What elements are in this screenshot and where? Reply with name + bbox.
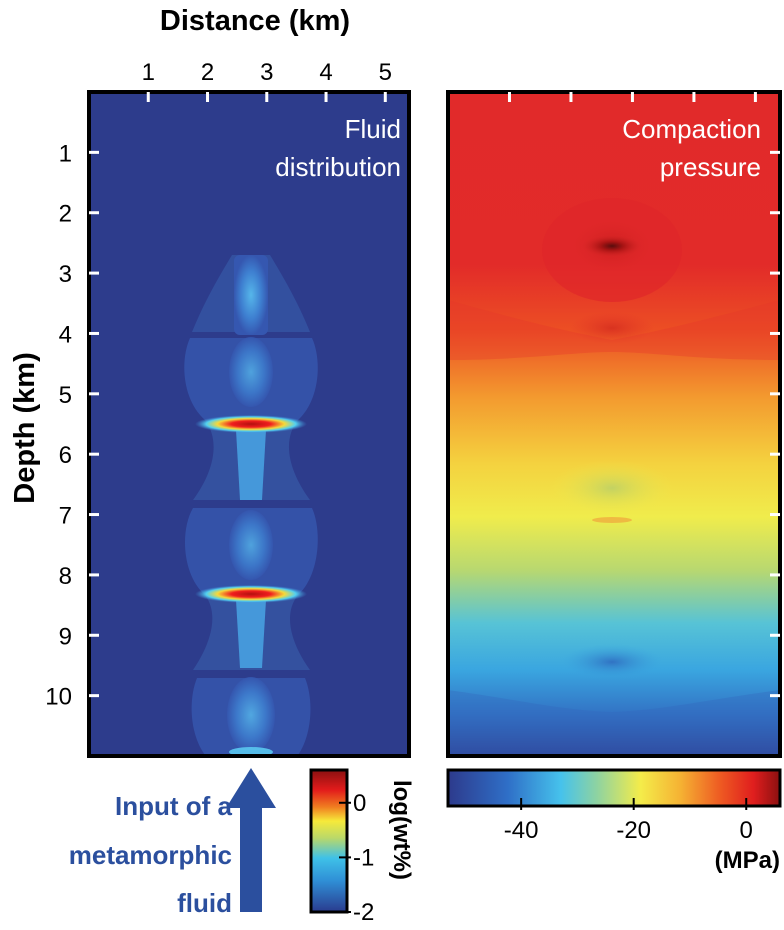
fluid-colorbar-bar xyxy=(309,768,349,914)
x-tick-label: 4 xyxy=(319,59,332,86)
annotation-line-2: metamorphic xyxy=(69,840,232,870)
pressure-panel-frame xyxy=(446,90,782,758)
pressure-panel: Compaction pressure xyxy=(446,90,782,758)
pressure-panel-label-1: Compaction xyxy=(622,114,761,144)
x-tick-label: 2 xyxy=(201,59,214,86)
fluid-panel-label-2: distribution xyxy=(275,152,401,182)
fluid-panel: 1 2 3 4 5 1 2 3 4 5 6 7 8 9 10 Fluid distribution xyxy=(45,59,411,758)
fluid-colorbar-ticks: 0 -1 -2 xyxy=(339,790,374,926)
fluid-panel-frame xyxy=(87,90,411,758)
pressure-colorbar-bar xyxy=(446,768,782,808)
x-tick-label: 3 xyxy=(260,59,273,86)
x-ticks: 1 2 3 4 5 xyxy=(142,59,392,102)
annotation-line-1: Input of a xyxy=(115,791,233,821)
fluid-colorbar-label: log(wt%) xyxy=(388,780,415,880)
pressure-colorbar-tick-label: -20 xyxy=(616,817,651,844)
y-tick-label: 10 xyxy=(45,684,72,711)
annotation-line-3: fluid xyxy=(177,888,232,918)
fluid-field xyxy=(184,255,318,756)
y-tick-label: 1 xyxy=(59,140,72,167)
y-tick-label: 4 xyxy=(59,321,72,348)
y-tick-label: 7 xyxy=(59,503,72,530)
y-tick-label: 6 xyxy=(59,442,72,469)
fluid-colorbar: 0 -1 -2 log(wt%) xyxy=(309,768,415,926)
y-tick-label: 5 xyxy=(59,382,72,409)
fluid-input-annotation: Input of a metamorphic fluid xyxy=(69,768,276,918)
pressure-colorbar-ticks: -40 -20 0 xyxy=(504,798,753,844)
fluid-colorbar-tick-label: -1 xyxy=(353,844,374,871)
pressure-colorbar: -40 -20 0 (MPa) xyxy=(446,768,782,874)
fluid-input-arrow-icon xyxy=(226,768,276,912)
pressure-colorbar-label: (MPa) xyxy=(715,847,780,874)
pressure-panel-label-2: pressure xyxy=(660,152,761,182)
y-ticks: 1 2 3 4 5 6 7 8 9 10 xyxy=(45,140,99,711)
y-tick-label: 8 xyxy=(59,563,72,590)
x-tick-label: 1 xyxy=(142,59,155,86)
y-axis-title: Depth (km) xyxy=(9,352,41,503)
fluid-colorbar-tick-label: 0 xyxy=(353,790,366,817)
pressure-colorbar-tick-label: -40 xyxy=(504,817,539,844)
fluid-colorbar-tick-label: -2 xyxy=(353,899,374,926)
pressure-colorbar-tick-label: 0 xyxy=(740,817,753,844)
x-tick-label: 5 xyxy=(379,59,392,86)
pressure-panel-ticks xyxy=(507,92,780,698)
y-tick-label: 9 xyxy=(59,623,72,650)
y-tick-label: 3 xyxy=(59,261,72,288)
pressure-field xyxy=(448,198,780,756)
fluid-panel-label-1: Fluid xyxy=(345,114,401,144)
x-axis-title: Distance (km) xyxy=(160,5,350,37)
y-tick-label: 2 xyxy=(59,201,72,228)
